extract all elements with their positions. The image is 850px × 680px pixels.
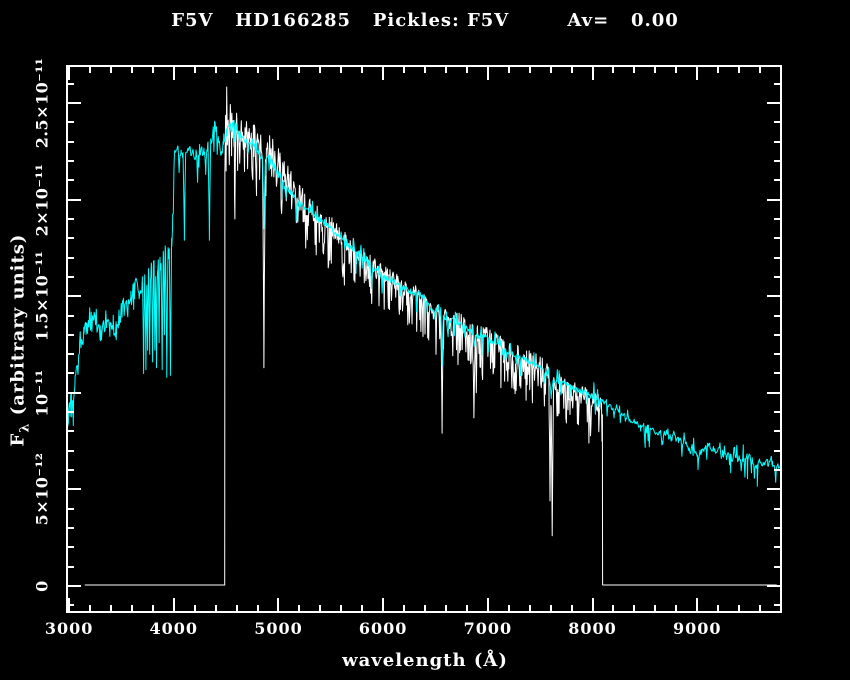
y-tick-label: 2.5×10⁻¹¹ xyxy=(32,57,52,149)
x-tick-label: 4000 xyxy=(149,619,199,638)
x-axis-title: wavelength (Å) xyxy=(342,650,508,671)
y-axis-title: Fλ (arbitrary units) xyxy=(8,234,33,447)
y-axis-title-symbol: F xyxy=(7,432,29,447)
y-tick-label: 2×10⁻¹¹ xyxy=(32,163,52,237)
observed-spectrum-line xyxy=(84,86,777,586)
y-tick-label: 10⁻¹¹ xyxy=(32,369,52,417)
y-axis-title-units: (arbitrary units) xyxy=(7,233,29,423)
x-tick-label: 3000 xyxy=(44,619,94,638)
x-tick-label: 5000 xyxy=(254,619,303,638)
spectra-layer xyxy=(68,86,780,586)
x-tick-label: 9000 xyxy=(672,619,722,638)
x-tick-label: 8000 xyxy=(568,619,617,638)
y-tick-label: 0 xyxy=(32,580,52,592)
plot-title: F5V HD166285 Pickles: F5V Av= 0.00 xyxy=(171,10,679,31)
x-tick-label: 6000 xyxy=(358,619,408,638)
y-tick-label: 1.5×10⁻¹¹ xyxy=(32,250,52,342)
y-axis-title-subscript: λ xyxy=(17,422,33,433)
x-tick-label: 7000 xyxy=(463,619,513,638)
plot-box xyxy=(66,65,782,613)
template-spectrum-line xyxy=(68,119,780,487)
y-tick-label: 5×10⁻¹² xyxy=(32,452,52,526)
